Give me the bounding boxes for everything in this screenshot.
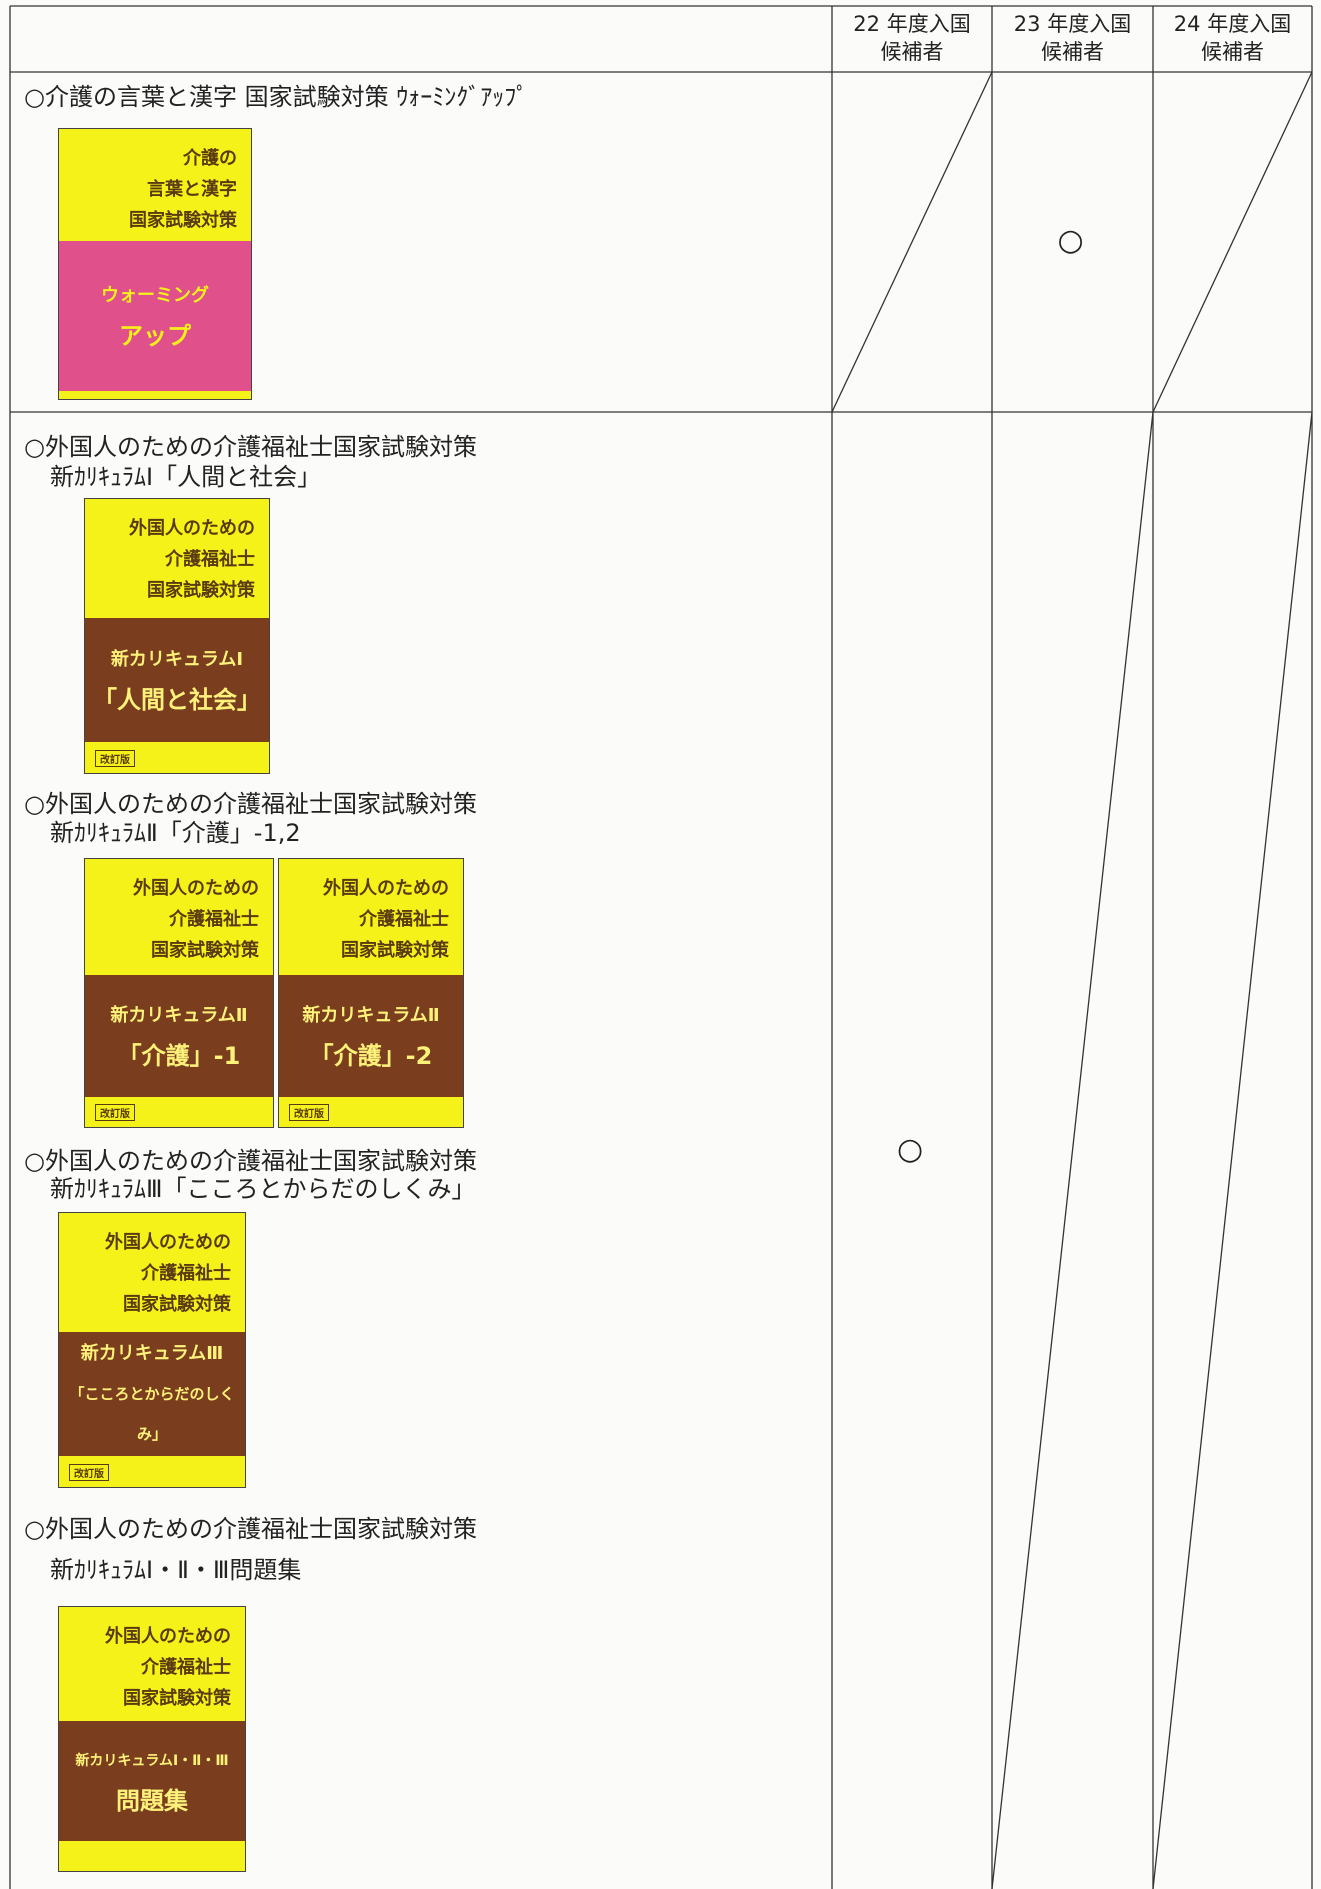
cover-text: 介護の (183, 148, 237, 169)
cover-text: 「介護」-1 (117, 1042, 241, 1070)
cover-text: 国家試験対策 (123, 1688, 231, 1709)
cover-text: 国家試験対策 (341, 940, 449, 961)
cover-band: 新カリキュラムⅠ 「人間と社会」 (85, 618, 269, 742)
cover-text: 国家試験対策 (147, 580, 255, 601)
cover-badge: 改訂版 (95, 750, 135, 767)
cover-text: 新カリキュラムⅠ (110, 649, 244, 670)
item-subtitle: 新ｶﾘｷｭﾗﾑⅠ・Ⅱ・Ⅲ問題集 (50, 1556, 302, 1584)
cover-top: 外国人のための介護福祉士国家試験対策 (85, 859, 273, 966)
cover-text: 問題集 (116, 1787, 188, 1815)
diagonal (1152, 71, 1313, 413)
column-header: 24 年度入国 候補者 (1153, 10, 1312, 66)
header-line: 23 年度入国 (1013, 12, 1132, 36)
cover-top: 外国人のための介護福祉士国家試験対策 (279, 859, 463, 966)
item-subtitle: 新ｶﾘｷｭﾗﾑⅢ「こころとからだのしくみ」 (50, 1175, 476, 1203)
cover-band: 新カリキュラムⅢ 「こころとからだのしくみ」 (59, 1332, 245, 1456)
header-line: 24 年度入国 (1173, 12, 1292, 36)
book-cover: 外国人のための介護福祉士国家試験対策新カリキュラムⅢ 「こころとからだのしくみ」改… (58, 1212, 246, 1488)
cover-text: 介護福祉士 (165, 549, 255, 570)
item-subtitle: 新ｶﾘｷｭﾗﾑⅠ「人間と社会」 (50, 463, 322, 491)
cover-text: 介護福祉士 (141, 1657, 231, 1678)
cover-top: 介護の言葉と漢字国家試験対策 (59, 129, 251, 236)
cover-text: 外国人のための (133, 878, 259, 899)
cover-text: 外国人のための (323, 878, 449, 899)
diagonal (1152, 411, 1313, 1889)
cover-text: 「人間と社会」 (93, 686, 261, 714)
cover-text: 新カリキュラムⅠ・Ⅱ・Ⅲ (75, 1753, 229, 1769)
header-line: 候補者 (880, 40, 944, 64)
cover-text: 介護福祉士 (169, 909, 259, 930)
cover-text: 国家試験対策 (129, 210, 237, 231)
cover-text: 国家試験対策 (151, 940, 259, 961)
book-cover: 外国人のための介護福祉士国家試験対策新カリキュラムⅡ 「介護」-2 改訂版 (278, 858, 464, 1128)
book-cover: 介護の言葉と漢字国家試験対策ウォーミングアップ (58, 128, 252, 400)
cover-text: 外国人のための (105, 1232, 231, 1253)
cover-text: ウォーミング (101, 285, 209, 306)
cover-top: 外国人のための介護福祉士国家試験対策 (59, 1213, 245, 1320)
cover-text: 新カリキュラムⅡ (302, 1005, 440, 1026)
cover-band: ウォーミング アップ (59, 241, 251, 391)
cover-badge: 改訂版 (69, 1464, 109, 1481)
diagonal (831, 71, 993, 413)
cover-text: 介護福祉士 (141, 1263, 231, 1284)
cover-band: 新カリキュラムⅡ 「介護」-2 (279, 975, 463, 1097)
cover-text: 言葉と漢字 (147, 179, 237, 200)
item-title: ○介護の言葉と漢字 国家試験対策 ｳｫｰﾐﾝｸﾞｱｯﾌﾟ (24, 83, 529, 111)
cover-badge: 改訂版 (289, 1104, 329, 1121)
column-header: 23 年度入国 候補者 (992, 10, 1153, 66)
cover-band: 新カリキュラムⅡ 「介護」-1 (85, 975, 273, 1097)
book-cover: 外国人のための介護福祉士国家試験対策新カリキュラムⅠ 「人間と社会」改訂版 (84, 498, 270, 774)
cover-text: 外国人のための (129, 518, 255, 539)
cover-text: 新カリキュラムⅢ (80, 1343, 224, 1364)
item-title: ○外国人のための介護福祉士国家試験対策 (24, 790, 477, 818)
diagonal (991, 411, 1154, 1889)
cover-text: 外国人のための (105, 1626, 231, 1647)
header-line: 候補者 (1041, 40, 1104, 64)
mark: ○ (1057, 223, 1084, 258)
cover-text: 「介護」-2 (309, 1042, 433, 1070)
cover-text: 介護福祉士 (359, 909, 449, 930)
item-subtitle: 新ｶﾘｷｭﾗﾑⅡ「介護」-1,2 (50, 819, 301, 847)
cover-band: 新カリキュラムⅠ・Ⅱ・Ⅲ 問題集 (59, 1721, 245, 1841)
book-cover: 外国人のための介護福祉士国家試験対策新カリキュラムⅠ・Ⅱ・Ⅲ 問題集 (58, 1606, 246, 1872)
column-header: 22 年度入国 候補者 (832, 10, 992, 66)
cover-text: 「こころとからだのしくみ」 (69, 1385, 235, 1443)
cover-text: 新カリキュラムⅡ (110, 1005, 248, 1026)
book-cover: 外国人のための介護福祉士国家試験対策新カリキュラムⅡ 「介護」-1 改訂版 (84, 858, 274, 1128)
header-line: 22 年度入国 (853, 12, 971, 36)
cover-top: 外国人のための介護福祉士国家試験対策 (85, 499, 269, 606)
item-title: ○外国人のための介護福祉士国家試験対策 (24, 1515, 477, 1543)
item-title: ○外国人のための介護福祉士国家試験対策 (24, 433, 477, 461)
header-line: 候補者 (1201, 40, 1264, 64)
item-title: ○外国人のための介護福祉士国家試験対策 (24, 1147, 477, 1175)
mark: ○ (897, 1132, 924, 1167)
cover-badge: 改訂版 (95, 1104, 135, 1121)
cover-text: アップ (119, 322, 191, 350)
cover-top: 外国人のための介護福祉士国家試験対策 (59, 1607, 245, 1714)
cover-text: 国家試験対策 (123, 1294, 231, 1315)
